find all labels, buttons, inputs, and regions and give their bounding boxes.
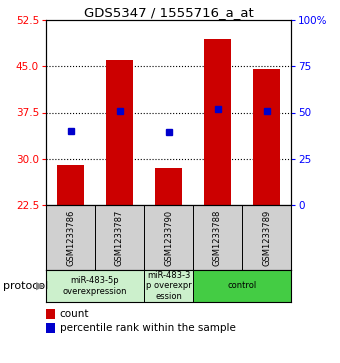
Bar <box>253 69 280 205</box>
Bar <box>95 205 144 270</box>
Text: GSM1233788: GSM1233788 <box>213 209 222 266</box>
Bar <box>57 165 84 205</box>
Bar <box>106 60 133 205</box>
Bar <box>144 205 193 270</box>
Text: count: count <box>59 309 89 319</box>
Title: GDS5347 / 1555716_a_at: GDS5347 / 1555716_a_at <box>84 6 253 19</box>
Text: miR-483-5p
overexpression: miR-483-5p overexpression <box>63 276 127 296</box>
Text: control: control <box>227 281 257 290</box>
Bar <box>193 270 291 302</box>
Bar <box>155 168 182 205</box>
Bar <box>242 205 291 270</box>
Text: GSM1233787: GSM1233787 <box>115 209 124 266</box>
Bar <box>204 38 231 205</box>
Text: GSM1233786: GSM1233786 <box>66 209 75 266</box>
Text: GSM1233790: GSM1233790 <box>164 209 173 266</box>
Bar <box>144 270 193 302</box>
Bar <box>193 205 242 270</box>
Bar <box>46 205 95 270</box>
Text: ▶: ▶ <box>36 281 44 291</box>
Bar <box>46 270 144 302</box>
Text: protocol: protocol <box>3 281 49 291</box>
Text: miR-483-3
p overexpr
ession: miR-483-3 p overexpr ession <box>146 271 191 301</box>
Text: GSM1233789: GSM1233789 <box>262 209 271 266</box>
Text: percentile rank within the sample: percentile rank within the sample <box>59 323 236 333</box>
